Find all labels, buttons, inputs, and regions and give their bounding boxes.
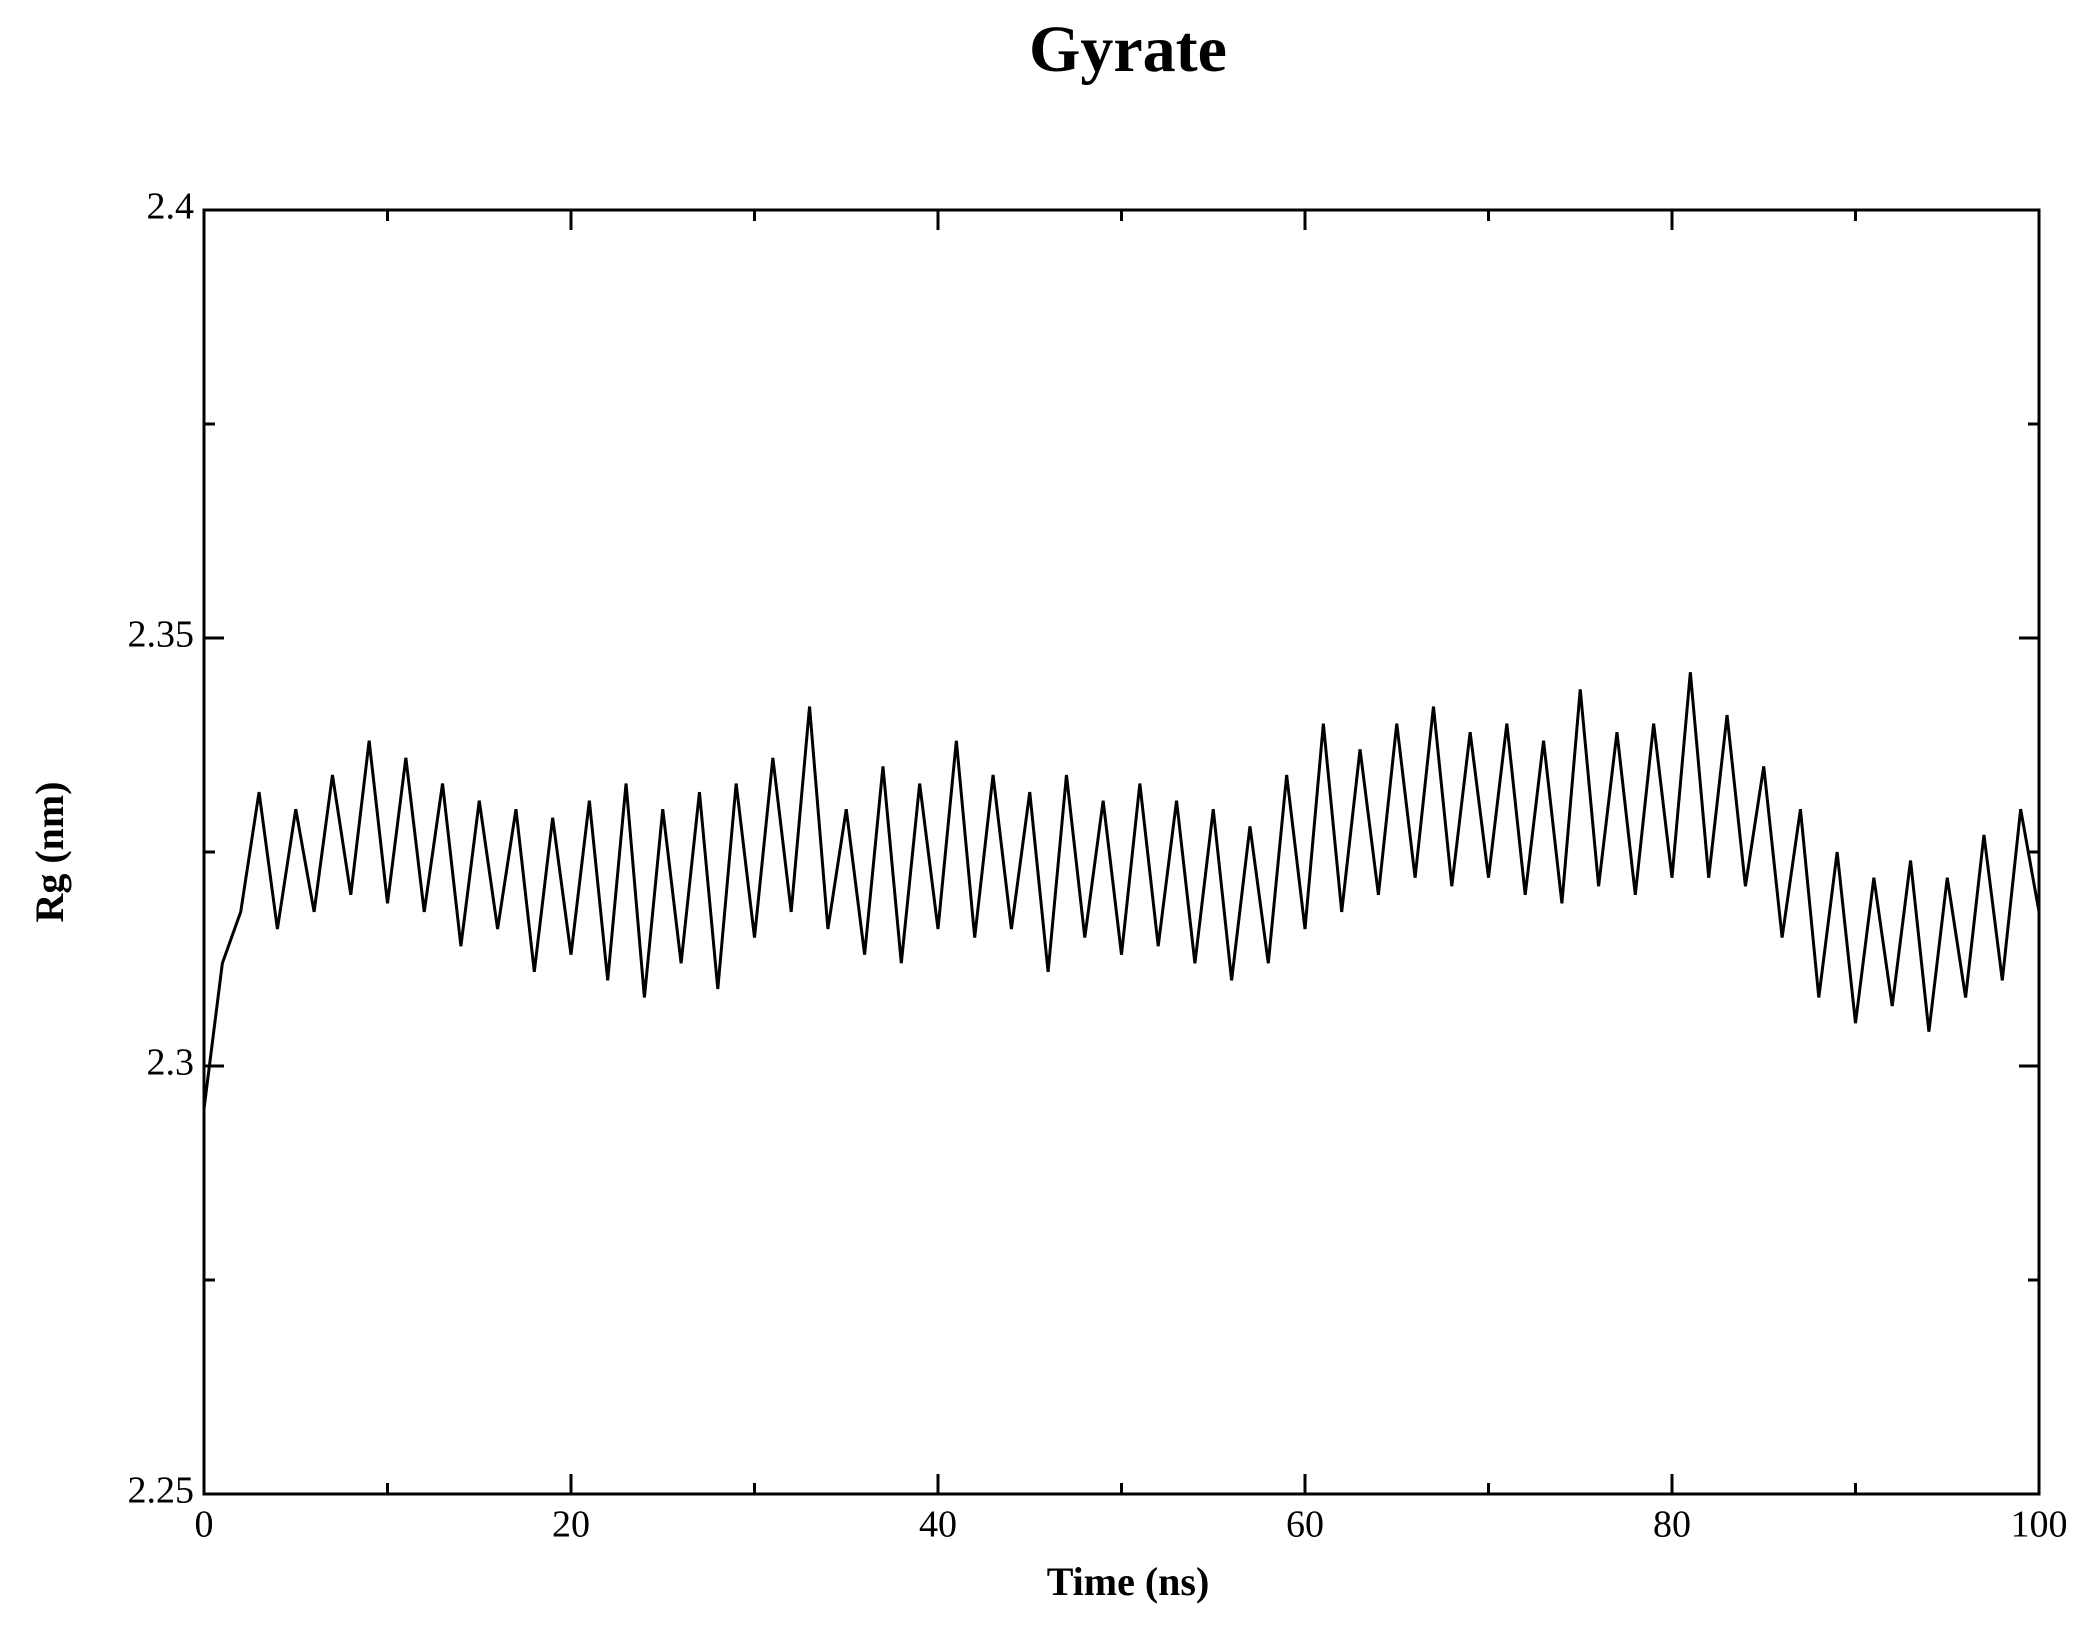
x-tick-label: 60	[1286, 1504, 1324, 1546]
data-line	[202, 672, 2041, 1109]
plot-frame	[202, 208, 2041, 1496]
x-tick-label: 100	[2011, 1504, 2068, 1546]
y-tick-label: 2.35	[128, 614, 195, 656]
y-tick-label: 2.3	[147, 1042, 195, 1084]
x-tick-label: 80	[1653, 1504, 1691, 1546]
chart-title: Gyrate	[1029, 13, 1227, 86]
x-tick-label: 40	[919, 1504, 957, 1546]
y-tick-label: 2.4	[147, 186, 195, 228]
y-tick-label: 2.25	[128, 1470, 195, 1512]
x-axis-label: Time (ns)	[1047, 1559, 1210, 1604]
x-tick-label: 0	[195, 1504, 214, 1546]
x-tick-label: 20	[552, 1504, 590, 1546]
y-axis-label: Rg (nm)	[27, 781, 72, 922]
